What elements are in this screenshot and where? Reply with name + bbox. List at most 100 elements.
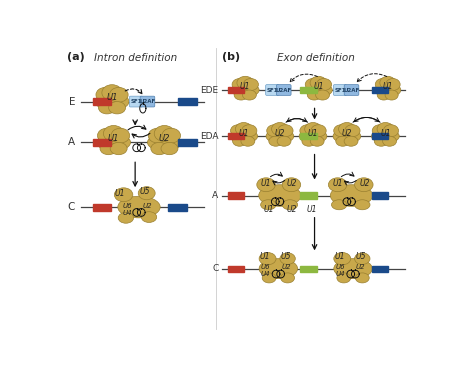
Ellipse shape <box>336 273 350 283</box>
Ellipse shape <box>109 87 128 102</box>
Ellipse shape <box>138 187 155 200</box>
Ellipse shape <box>232 79 247 90</box>
Text: C: C <box>212 264 218 273</box>
Text: SF1: SF1 <box>266 88 278 93</box>
Ellipse shape <box>277 136 290 146</box>
Ellipse shape <box>162 128 180 143</box>
Ellipse shape <box>161 143 177 155</box>
Text: U5: U5 <box>139 187 149 196</box>
Ellipse shape <box>282 200 297 210</box>
Ellipse shape <box>279 253 295 265</box>
Ellipse shape <box>103 125 123 141</box>
Ellipse shape <box>354 178 372 192</box>
Ellipse shape <box>354 253 369 265</box>
Bar <box>371 87 388 93</box>
Ellipse shape <box>98 102 115 114</box>
Text: U5: U5 <box>280 252 291 261</box>
Text: C: C <box>67 202 75 212</box>
Ellipse shape <box>301 136 315 146</box>
Ellipse shape <box>315 90 329 100</box>
Bar <box>178 139 196 146</box>
Text: U5: U5 <box>355 252 365 261</box>
Bar <box>227 266 244 272</box>
Ellipse shape <box>117 196 160 218</box>
Text: Intron definition: Intron definition <box>93 53 177 63</box>
Text: U1: U1 <box>306 205 317 214</box>
Text: (a): (a) <box>67 51 85 62</box>
Ellipse shape <box>235 122 252 136</box>
Ellipse shape <box>376 122 393 136</box>
Ellipse shape <box>298 129 326 143</box>
Text: U2: U2 <box>355 264 365 270</box>
Ellipse shape <box>344 136 357 146</box>
Bar <box>227 87 244 93</box>
Ellipse shape <box>241 125 256 137</box>
Text: A: A <box>68 137 75 147</box>
Bar <box>299 87 316 93</box>
Ellipse shape <box>371 125 387 137</box>
Ellipse shape <box>331 200 346 210</box>
Ellipse shape <box>309 76 326 89</box>
Bar <box>299 192 316 198</box>
Ellipse shape <box>258 253 275 265</box>
Bar <box>168 204 186 211</box>
Ellipse shape <box>154 125 174 141</box>
Ellipse shape <box>328 178 346 192</box>
Text: U1: U1 <box>334 252 344 261</box>
Text: U2: U2 <box>274 129 284 138</box>
Ellipse shape <box>354 200 369 210</box>
Text: U1: U1 <box>313 82 323 91</box>
Text: E: E <box>68 96 75 107</box>
Ellipse shape <box>332 129 360 143</box>
Ellipse shape <box>309 136 324 146</box>
Ellipse shape <box>310 125 325 137</box>
Ellipse shape <box>97 128 116 143</box>
Text: U2: U2 <box>359 179 369 188</box>
FancyBboxPatch shape <box>276 85 290 95</box>
FancyBboxPatch shape <box>344 85 358 95</box>
Ellipse shape <box>304 122 321 136</box>
Ellipse shape <box>147 134 181 151</box>
Ellipse shape <box>354 273 369 283</box>
Ellipse shape <box>96 87 114 102</box>
Ellipse shape <box>242 90 256 100</box>
Text: U2: U2 <box>142 203 152 209</box>
Bar <box>227 192 244 198</box>
Text: EDE: EDE <box>200 85 218 94</box>
Ellipse shape <box>148 128 167 143</box>
Bar <box>92 139 111 146</box>
FancyBboxPatch shape <box>140 96 154 107</box>
Text: U6: U6 <box>260 264 269 270</box>
Ellipse shape <box>335 136 349 146</box>
Bar <box>227 133 244 139</box>
Text: U1: U1 <box>107 134 119 143</box>
Ellipse shape <box>141 212 157 223</box>
Text: U1: U1 <box>239 82 250 91</box>
Text: U4: U4 <box>122 210 132 216</box>
Ellipse shape <box>307 90 320 100</box>
Bar <box>371 266 388 272</box>
Ellipse shape <box>333 259 371 279</box>
Ellipse shape <box>304 79 320 90</box>
Ellipse shape <box>95 93 129 110</box>
Ellipse shape <box>268 136 282 146</box>
Ellipse shape <box>304 83 332 97</box>
Ellipse shape <box>277 125 293 137</box>
Text: U2: U2 <box>286 205 296 214</box>
Ellipse shape <box>114 188 132 202</box>
Ellipse shape <box>374 136 387 146</box>
Ellipse shape <box>271 122 288 136</box>
Ellipse shape <box>237 76 253 89</box>
Bar <box>299 266 316 272</box>
Ellipse shape <box>231 83 258 97</box>
Text: (b): (b) <box>222 51 240 62</box>
Text: U1: U1 <box>260 179 271 188</box>
Text: U1: U1 <box>307 129 318 138</box>
Text: EDA: EDA <box>199 132 218 141</box>
Bar <box>92 98 111 105</box>
Ellipse shape <box>110 143 127 155</box>
Bar <box>178 98 196 105</box>
Ellipse shape <box>262 273 275 283</box>
Ellipse shape <box>100 143 117 155</box>
Ellipse shape <box>333 253 350 265</box>
